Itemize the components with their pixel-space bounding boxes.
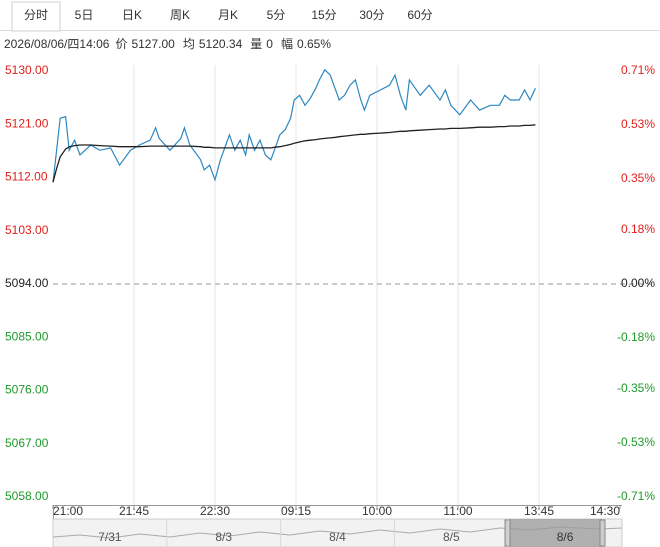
navigator-label[interactable]: 8/4 <box>329 530 346 544</box>
tab-bar <box>0 0 660 30</box>
y-tick-label: 5112.00 <box>5 170 48 184</box>
navigator-label[interactable]: 8/6 <box>557 530 574 544</box>
y2-tick-label: 0.35% <box>621 171 655 185</box>
y-tick-label: 5085.00 <box>5 329 49 343</box>
tab[interactable]: 5分 <box>267 8 286 22</box>
tab[interactable]: 日K <box>122 8 142 22</box>
tab[interactable]: 30分 <box>359 8 384 22</box>
navigator-label[interactable]: 7/31 <box>98 530 122 544</box>
info-value: 0 <box>266 37 273 51</box>
tab[interactable]: 月K <box>218 8 238 22</box>
price-line <box>52 124 536 183</box>
x-tick-label: 11:00 <box>443 504 472 518</box>
x-tick-label: 13:45 <box>524 504 554 518</box>
y-tick-label: 5076.00 <box>5 383 49 397</box>
info-label: 价 <box>115 37 127 51</box>
info-value: 0.65% <box>297 37 331 51</box>
info-value: 5120.34 <box>199 37 243 51</box>
y2-tick-label: -0.53% <box>617 435 655 449</box>
y-tick-label: 5121.00 <box>5 116 49 130</box>
y2-tick-label: -0.35% <box>617 381 655 395</box>
y2-tick-label: 0.71% <box>621 63 655 77</box>
y-tick-label: 5058.00 <box>5 489 49 503</box>
info-line: 2026/08/06/四14:06 价 5127.00 均 5120.34 量 0 幅 0.65… <box>4 36 331 51</box>
x-tick-label: 09:15 <box>281 504 311 518</box>
y2-tick-label: 0.00% <box>621 276 655 290</box>
tab-group: 分时 5日 日K 周K 月K 5分 15分 30分 60分 <box>11 1 433 32</box>
tab[interactable]: 5日 <box>75 8 94 22</box>
x-tick-label: 21:00 <box>53 504 83 518</box>
navigator-label[interactable]: 8/5 <box>443 530 460 544</box>
x-tick-label: 14:30 <box>590 504 620 518</box>
y2-tick-label: -0.71% <box>617 489 655 503</box>
y-tick-label: 5103.00 <box>5 223 49 237</box>
navigator-selection[interactable] <box>508 519 602 547</box>
tab-active[interactable] <box>11 1 61 32</box>
y2-tick-label: 0.53% <box>621 117 655 131</box>
y2-tick-label: 0.18% <box>621 222 655 236</box>
navigator-handle[interactable] <box>504 519 511 547</box>
info-time: 2026/08/06/四14:06 <box>4 37 110 51</box>
tab[interactable]: 周K <box>170 8 190 22</box>
tab[interactable]: 60分 <box>407 8 432 22</box>
info-label: 量 <box>250 37 262 51</box>
price-line <box>52 68 536 183</box>
navigator-labels: 7/31 8/3 8/4 8/5 8/6 <box>98 519 606 547</box>
tab[interactable]: 15分 <box>311 8 336 22</box>
navigator-handle[interactable] <box>599 519 606 547</box>
x-tick-label: 22:30 <box>200 504 230 518</box>
x-tick-label: 21:45 <box>119 504 149 518</box>
y2-tick-label: -0.18% <box>617 330 655 344</box>
info-label: 幅 <box>281 36 293 51</box>
tab[interactable]: 分时 <box>24 8 48 22</box>
y-tick-label: 5094.00 <box>5 276 49 290</box>
navigator-label[interactable]: 8/3 <box>215 530 232 544</box>
info-label: 均 <box>183 37 195 51</box>
y-tick-label: 5130.00 <box>5 63 49 77</box>
x-tick-label: 10:00 <box>362 504 392 518</box>
y-tick-label: 5067.00 <box>5 436 49 450</box>
info-value: 5127.00 <box>131 37 175 51</box>
